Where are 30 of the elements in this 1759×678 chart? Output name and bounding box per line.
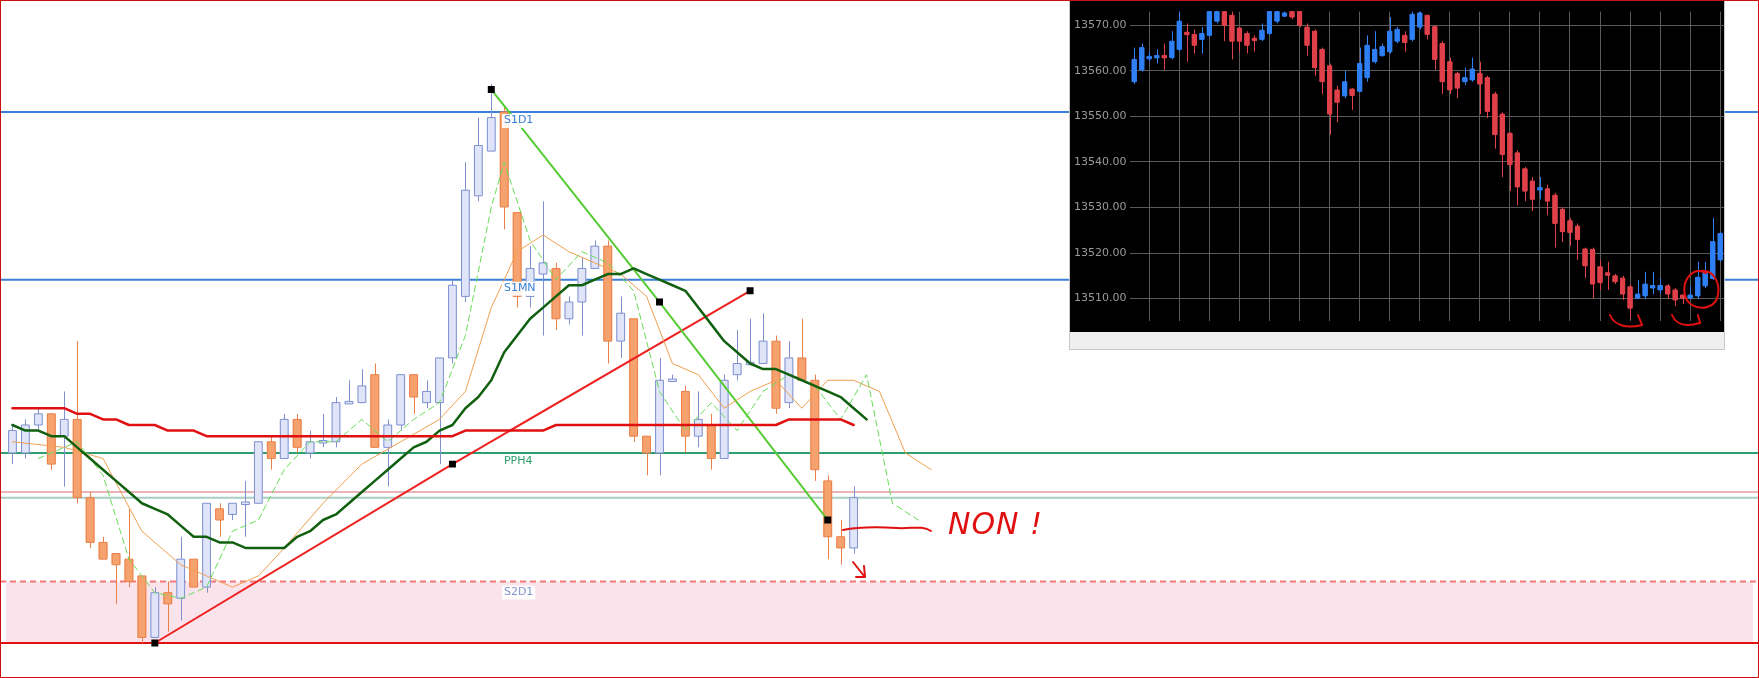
candlestick: [1206, 11, 1212, 39]
y-tick-label: 13570.00: [1073, 18, 1127, 32]
candlestick: [1484, 75, 1490, 119]
candlestick: [1605, 261, 1611, 291]
candlestick: [1627, 283, 1633, 319]
band-label: S2D1: [503, 584, 534, 598]
candlestick: [409, 374, 419, 415]
candlestick: [1432, 24, 1438, 71]
text: NON !: [948, 506, 1044, 541]
candlestick: [1327, 63, 1333, 136]
candlestick: [1522, 166, 1528, 202]
ref-line-label: S1MN: [503, 281, 536, 295]
y-tick-label: 13530.00: [1073, 200, 1127, 214]
y-tick-label: 13510.00: [1073, 291, 1127, 305]
ref-line-label: PPH4: [503, 454, 533, 468]
candlestick: [1537, 176, 1543, 200]
candlestick: [1221, 11, 1227, 42]
candlestick: [1477, 61, 1483, 115]
candlestick: [538, 200, 548, 337]
ref-line-label: S1D1: [503, 113, 534, 127]
candlestick: [797, 318, 807, 381]
y-tick-label: 13560.00: [1073, 63, 1127, 77]
y-tick-label: 13540.00: [1073, 154, 1127, 168]
candlestick: [1454, 71, 1460, 99]
candlestick: [1334, 85, 1340, 123]
y-tick-label: 13550.00: [1073, 109, 1127, 123]
candlestick: [1544, 184, 1550, 216]
y-tick-label: 13520.00: [1073, 245, 1127, 259]
candlestick: [1357, 47, 1363, 93]
candlestick: [1266, 11, 1273, 36]
